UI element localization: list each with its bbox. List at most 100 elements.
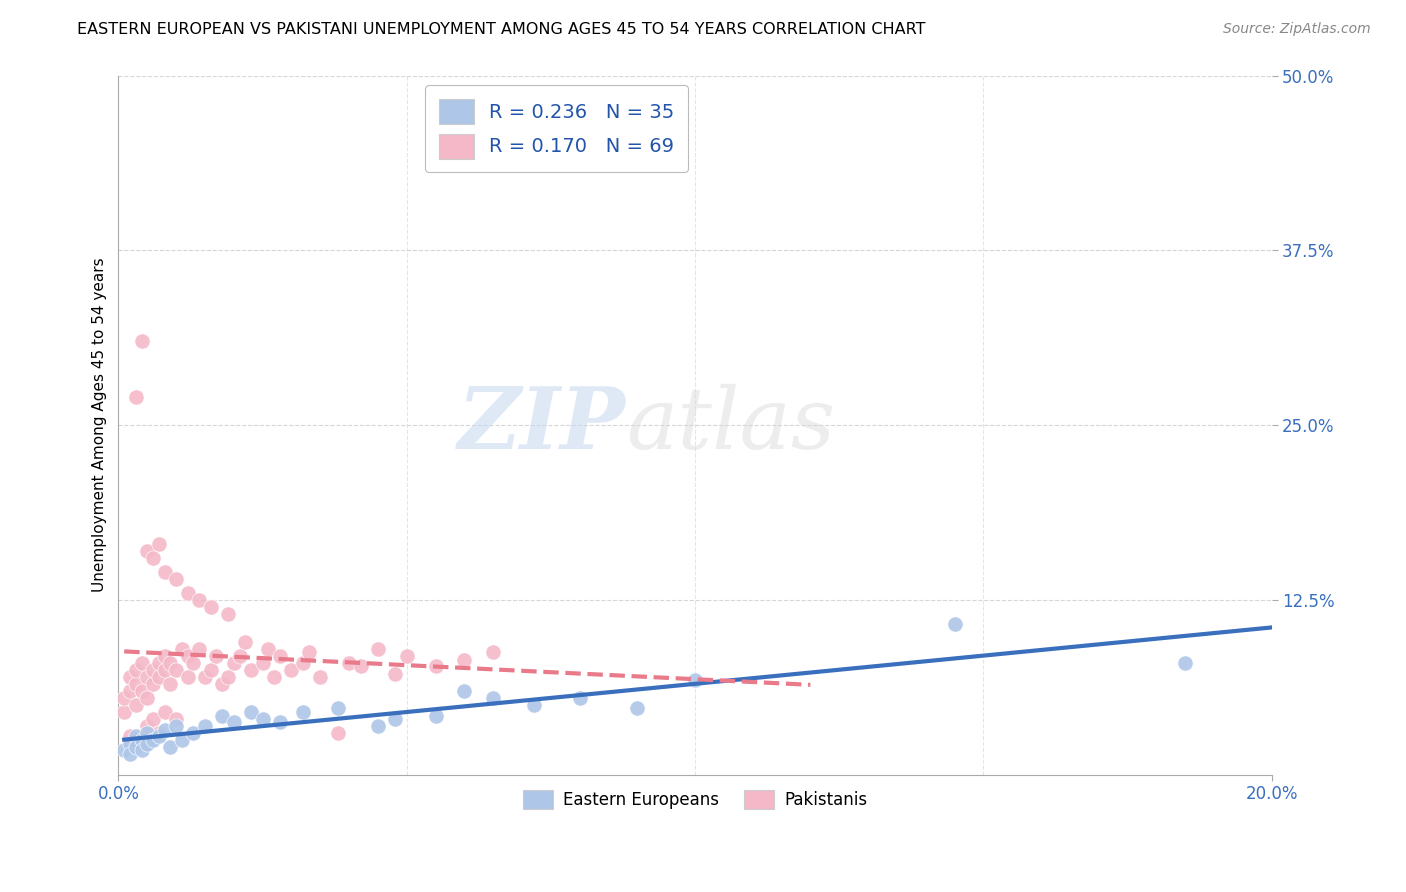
Point: [240, 705, 263, 719]
Point: [125, 729, 148, 743]
Point: [482, 690, 505, 705]
Point: [183, 656, 205, 670]
Point: [153, 723, 176, 737]
Point: [291, 656, 314, 670]
Point: [176, 648, 198, 663]
Point: [309, 670, 332, 684]
Point: [153, 663, 176, 677]
Point: [188, 642, 211, 657]
Point: [142, 712, 165, 726]
Text: atlas: atlas: [626, 384, 835, 467]
Point: [349, 658, 371, 673]
Point: [298, 645, 321, 659]
Legend: Eastern Europeans, Pakistanis: Eastern Europeans, Pakistanis: [516, 783, 873, 815]
Point: [200, 663, 222, 677]
Point: [112, 690, 135, 705]
Point: [217, 607, 239, 621]
Point: [425, 658, 447, 673]
Point: [131, 742, 153, 756]
Point: [943, 616, 966, 631]
Point: [384, 712, 406, 726]
Point: [568, 690, 591, 705]
Point: [112, 742, 135, 756]
Point: [136, 719, 159, 733]
Point: [125, 739, 148, 754]
Point: [280, 663, 302, 677]
Point: [148, 726, 170, 740]
Point: [142, 677, 165, 691]
Point: [194, 670, 217, 684]
Point: [170, 642, 193, 657]
Point: [112, 705, 135, 719]
Point: [159, 656, 181, 670]
Point: [176, 670, 198, 684]
Point: [148, 537, 170, 551]
Point: [269, 714, 291, 729]
Point: [211, 709, 233, 723]
Point: [118, 729, 141, 743]
Point: [222, 714, 245, 729]
Point: [425, 709, 447, 723]
Text: Source: ZipAtlas.com: Source: ZipAtlas.com: [1223, 22, 1371, 37]
Point: [1174, 656, 1197, 670]
Y-axis label: Unemployment Among Ages 45 to 54 years: Unemployment Among Ages 45 to 54 years: [93, 258, 107, 592]
Point: [217, 670, 239, 684]
Point: [482, 645, 505, 659]
Point: [188, 593, 211, 607]
Point: [142, 551, 165, 566]
Point: [240, 663, 263, 677]
Point: [148, 670, 170, 684]
Point: [148, 656, 170, 670]
Point: [263, 670, 285, 684]
Point: [118, 747, 141, 761]
Point: [326, 700, 349, 714]
Point: [159, 677, 181, 691]
Point: [337, 656, 360, 670]
Point: [118, 737, 141, 751]
Point: [269, 648, 291, 663]
Point: [367, 719, 389, 733]
Point: [200, 599, 222, 614]
Point: [136, 737, 159, 751]
Point: [395, 648, 418, 663]
Point: [125, 698, 148, 712]
Point: [125, 732, 148, 747]
Point: [153, 565, 176, 579]
Point: [136, 670, 159, 684]
Point: [125, 390, 148, 404]
Point: [131, 656, 153, 670]
Point: [683, 673, 706, 687]
Text: EASTERN EUROPEAN VS PAKISTANI UNEMPLOYMENT AMONG AGES 45 TO 54 YEARS CORRELATION: EASTERN EUROPEAN VS PAKISTANI UNEMPLOYME…: [77, 22, 925, 37]
Point: [131, 732, 153, 747]
Point: [125, 663, 148, 677]
Point: [165, 663, 187, 677]
Point: [291, 705, 314, 719]
Point: [136, 726, 159, 740]
Point: [205, 648, 228, 663]
Point: [194, 719, 217, 733]
Point: [453, 684, 475, 698]
Point: [165, 719, 187, 733]
Point: [453, 653, 475, 667]
Point: [125, 677, 148, 691]
Point: [626, 700, 648, 714]
Point: [183, 726, 205, 740]
Point: [153, 648, 176, 663]
Point: [176, 586, 198, 600]
Point: [257, 642, 280, 657]
Point: [252, 656, 274, 670]
Point: [165, 712, 187, 726]
Point: [326, 726, 349, 740]
Point: [131, 334, 153, 349]
Point: [165, 572, 187, 586]
Point: [136, 544, 159, 558]
Point: [523, 698, 546, 712]
Point: [118, 670, 141, 684]
Point: [228, 648, 250, 663]
Point: [222, 656, 245, 670]
Text: ZIP: ZIP: [458, 384, 626, 467]
Point: [233, 635, 256, 649]
Point: [118, 684, 141, 698]
Point: [211, 677, 233, 691]
Point: [159, 739, 181, 754]
